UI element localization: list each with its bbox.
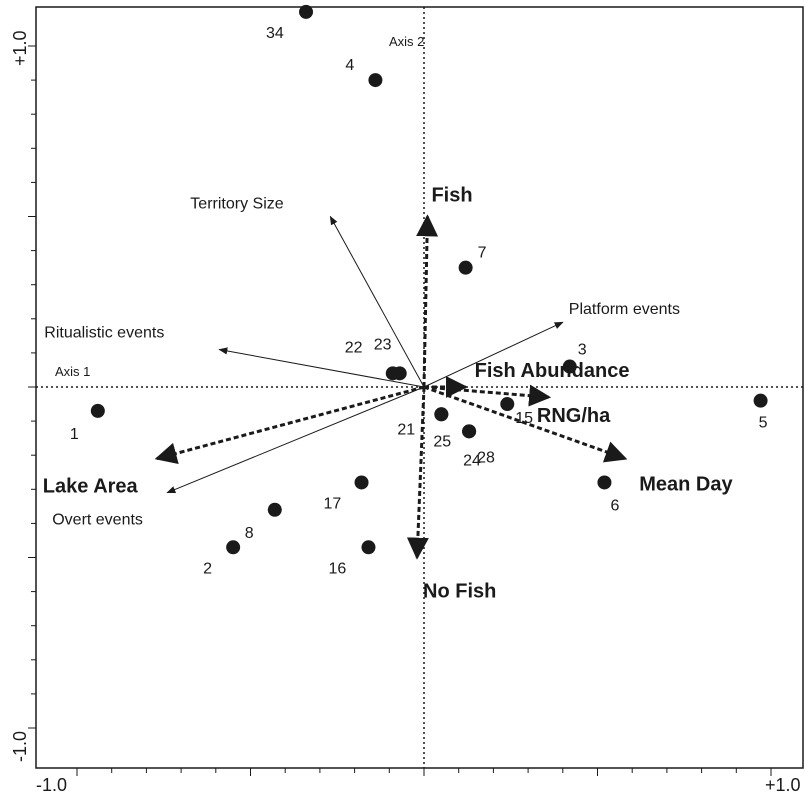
environment-vector-fish [416, 214, 439, 388]
site-label: 2 [203, 560, 212, 577]
site-label: 17 [324, 495, 342, 512]
behaviour-vector-overt-events [166, 386, 425, 494]
environment-vector-rng-ha [423, 384, 552, 407]
environment-vector-label: Fish [431, 185, 472, 207]
site-label: 8 [245, 525, 254, 542]
site-label: 24 [463, 452, 481, 469]
environment-vectors: Fish Fish Abundance RNG/ha Mean Day Lake Are… [43, 185, 734, 603]
x-tick-label-min: -1.0 [36, 775, 67, 795]
site-label: 5 [759, 415, 768, 432]
site-point-25 [434, 407, 449, 422]
site-point-7 [458, 260, 473, 275]
x-tick-label-max: +1.0 [765, 775, 801, 795]
site-point-1 [90, 403, 105, 418]
site-point-3 [562, 359, 577, 374]
behaviour-vector-label: Ritualistic events [44, 324, 164, 341]
site-label: 3 [578, 342, 587, 359]
environment-vector-label: Fish Abundance [475, 360, 630, 382]
behaviour-vector-label: Overt events [52, 512, 143, 529]
site-point-16 [361, 540, 376, 555]
site-point-28 [462, 424, 477, 439]
site-label: 28 [477, 449, 495, 466]
site-point-17 [354, 475, 369, 490]
behaviour-vector-ritualistic-events [218, 347, 425, 388]
site-point-6 [597, 475, 612, 490]
axis-2-name: Axis 2 [389, 34, 424, 49]
site-label: 15 [515, 410, 533, 427]
axis-ticks [28, 45, 772, 776]
site-label: 7 [478, 245, 487, 262]
site-point-23 [392, 366, 407, 381]
site-label: 21 [397, 421, 415, 438]
site-label: 23 [374, 336, 392, 353]
site-label: 6 [610, 497, 619, 514]
behaviour-vector-territory-size [329, 215, 425, 388]
behaviour-vector-label: Territory Size [190, 196, 283, 213]
site-label: 16 [328, 560, 346, 577]
site-point-8 [267, 502, 282, 517]
axis-1-name: Axis 1 [55, 364, 90, 379]
site-label: 25 [433, 433, 451, 450]
site-point-34 [299, 4, 314, 19]
site-point-4 [368, 73, 383, 88]
site-point-5 [753, 393, 768, 408]
environment-vector-mean-day [423, 385, 628, 463]
environment-vector-lake-area [154, 385, 425, 465]
y-tick-label-max: +1.0 [10, 30, 30, 66]
environment-vector-label: RNG/ha [537, 405, 611, 427]
site-label: 22 [345, 339, 363, 356]
environment-vector-label: No Fish [423, 581, 496, 603]
environment-vector-label: Lake Area [43, 476, 139, 498]
environment-vector-label: Mean Day [639, 474, 733, 496]
behaviour-vector-label: Platform events [569, 301, 680, 318]
environment-vector-no-fish [406, 386, 429, 560]
site-point-15 [500, 397, 515, 412]
site-label: 34 [266, 25, 284, 42]
site-label: 1 [70, 426, 79, 443]
site-point-2 [226, 540, 241, 555]
y-tick-label-min: -1.0 [10, 731, 30, 762]
site-label: 4 [345, 57, 354, 74]
